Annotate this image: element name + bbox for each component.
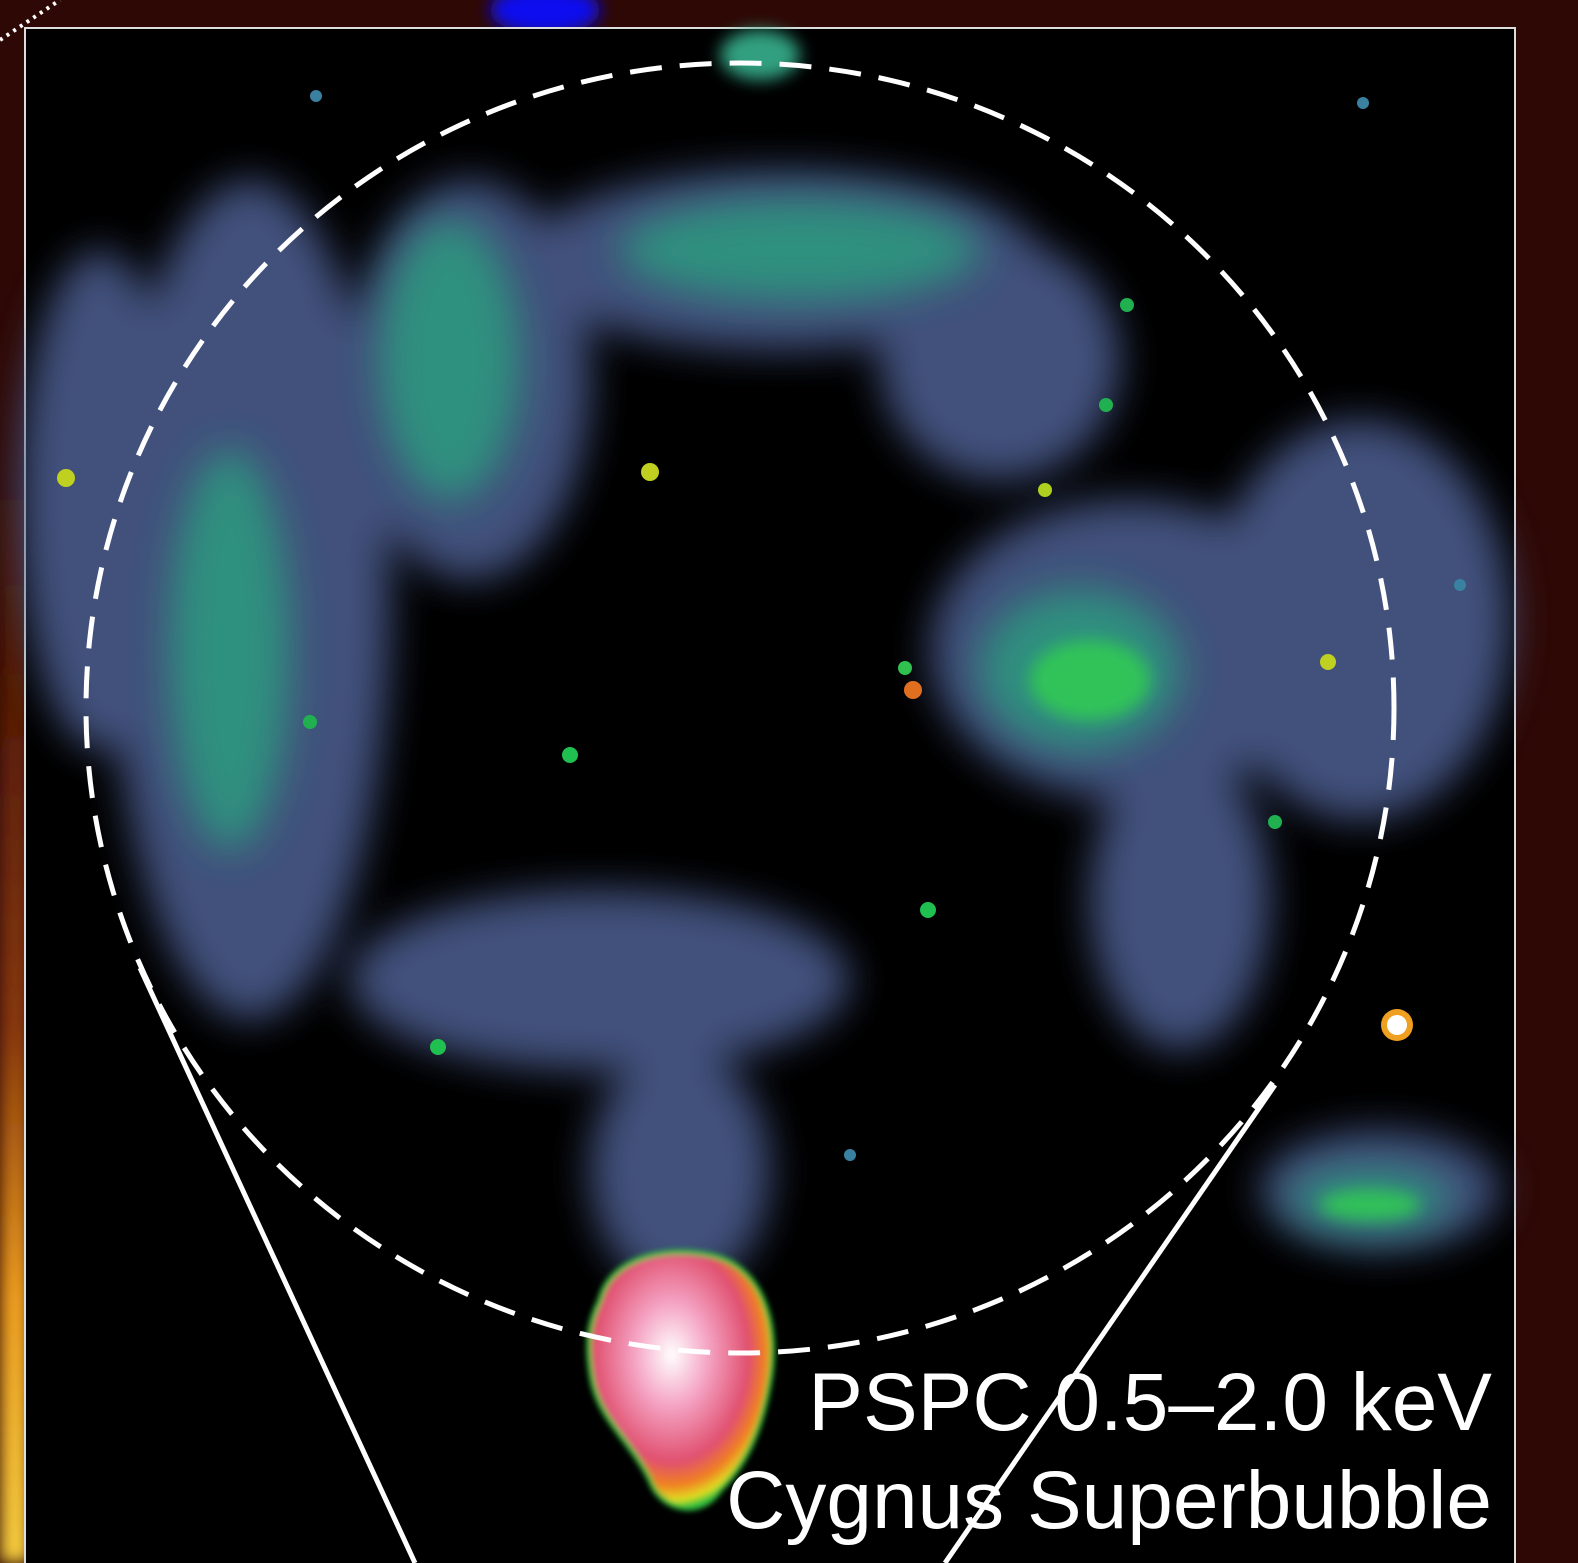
image: PSPC 0.5–2.0 keV Cygnus Superbubble — [0, 0, 1578, 1563]
caption-line: Cygnus Superbubble — [726, 1455, 1492, 1546]
caption-line: PSPC 0.5–2.0 keV — [808, 1357, 1492, 1448]
page: {"caption": {"line1": "PSPC 0.5–2.0 keV"… — [0, 0, 1578, 1563]
